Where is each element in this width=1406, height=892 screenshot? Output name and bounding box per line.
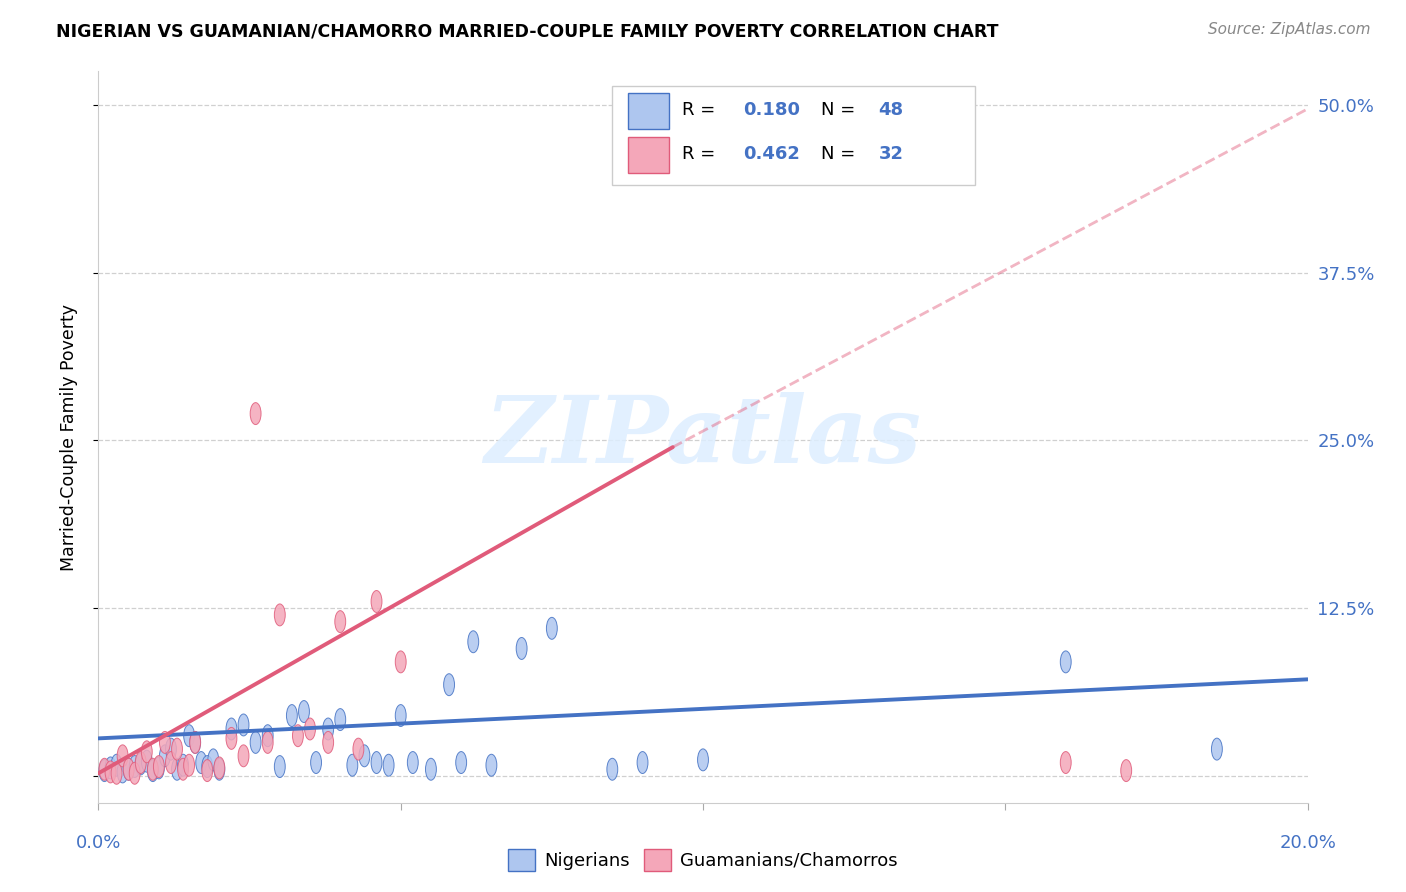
Legend: Nigerians, Guamanians/Chamorros: Nigerians, Guamanians/Chamorros <box>501 841 905 878</box>
Ellipse shape <box>371 591 382 613</box>
Ellipse shape <box>148 760 159 781</box>
Ellipse shape <box>1060 651 1071 673</box>
Ellipse shape <box>142 741 152 763</box>
Ellipse shape <box>177 758 188 780</box>
Ellipse shape <box>323 718 333 740</box>
Text: ZIPatlas: ZIPatlas <box>485 392 921 482</box>
Ellipse shape <box>486 755 496 776</box>
Ellipse shape <box>263 731 273 754</box>
Ellipse shape <box>111 755 122 776</box>
Ellipse shape <box>384 755 394 776</box>
Ellipse shape <box>335 708 346 731</box>
Ellipse shape <box>190 731 201 754</box>
Ellipse shape <box>287 705 297 727</box>
Ellipse shape <box>190 731 201 754</box>
Ellipse shape <box>129 763 141 784</box>
Ellipse shape <box>456 752 467 773</box>
Ellipse shape <box>124 758 134 780</box>
Ellipse shape <box>135 753 146 775</box>
Ellipse shape <box>408 752 418 773</box>
Ellipse shape <box>226 727 236 749</box>
Ellipse shape <box>263 724 273 747</box>
Ellipse shape <box>347 755 357 776</box>
FancyBboxPatch shape <box>628 94 669 129</box>
Ellipse shape <box>172 758 183 780</box>
Ellipse shape <box>1212 739 1222 760</box>
Text: N =: N = <box>821 101 862 120</box>
Ellipse shape <box>697 749 709 771</box>
Ellipse shape <box>516 638 527 659</box>
Text: NIGERIAN VS GUAMANIAN/CHAMORRO MARRIED-COUPLE FAMILY POVERTY CORRELATION CHART: NIGERIAN VS GUAMANIAN/CHAMORRO MARRIED-C… <box>56 22 998 40</box>
Ellipse shape <box>105 761 115 783</box>
Ellipse shape <box>172 739 183 760</box>
Ellipse shape <box>311 752 322 773</box>
Ellipse shape <box>166 752 176 773</box>
Ellipse shape <box>468 631 478 653</box>
Text: 20.0%: 20.0% <box>1279 834 1336 852</box>
Ellipse shape <box>547 617 557 640</box>
Text: 0.180: 0.180 <box>742 101 800 120</box>
Ellipse shape <box>637 752 648 773</box>
FancyBboxPatch shape <box>613 86 976 185</box>
Ellipse shape <box>159 731 170 754</box>
Ellipse shape <box>117 745 128 767</box>
Ellipse shape <box>98 760 110 781</box>
Ellipse shape <box>148 758 159 780</box>
Text: R =: R = <box>682 145 721 163</box>
Ellipse shape <box>1121 760 1132 781</box>
Ellipse shape <box>335 611 346 632</box>
Text: 0.0%: 0.0% <box>76 834 121 852</box>
Ellipse shape <box>129 756 141 778</box>
Ellipse shape <box>153 757 165 779</box>
Ellipse shape <box>153 756 165 778</box>
FancyBboxPatch shape <box>628 137 669 173</box>
Ellipse shape <box>323 731 333 754</box>
Ellipse shape <box>292 724 304 747</box>
Ellipse shape <box>135 752 146 773</box>
Ellipse shape <box>184 755 194 776</box>
Text: Source: ZipAtlas.com: Source: ZipAtlas.com <box>1208 22 1371 37</box>
Ellipse shape <box>305 718 315 740</box>
Text: R =: R = <box>682 101 721 120</box>
Ellipse shape <box>353 739 364 760</box>
Ellipse shape <box>195 752 207 773</box>
Ellipse shape <box>202 760 212 781</box>
Ellipse shape <box>395 651 406 673</box>
Ellipse shape <box>117 761 128 783</box>
Ellipse shape <box>395 705 406 727</box>
Ellipse shape <box>359 745 370 767</box>
Text: 32: 32 <box>879 145 903 163</box>
Ellipse shape <box>111 763 122 784</box>
Ellipse shape <box>98 758 110 780</box>
Ellipse shape <box>177 755 188 776</box>
Ellipse shape <box>426 758 436 780</box>
Ellipse shape <box>166 739 176 760</box>
Text: 48: 48 <box>879 101 904 120</box>
Ellipse shape <box>444 673 454 696</box>
Ellipse shape <box>202 756 212 778</box>
Ellipse shape <box>274 756 285 778</box>
Ellipse shape <box>371 752 382 773</box>
Ellipse shape <box>238 714 249 736</box>
Ellipse shape <box>250 402 262 425</box>
Ellipse shape <box>607 758 617 780</box>
Ellipse shape <box>159 745 170 767</box>
Text: N =: N = <box>821 145 862 163</box>
Ellipse shape <box>208 749 219 771</box>
Ellipse shape <box>184 724 194 747</box>
Ellipse shape <box>214 758 225 780</box>
Ellipse shape <box>250 731 262 754</box>
Ellipse shape <box>226 718 236 740</box>
Text: 0.462: 0.462 <box>742 145 800 163</box>
Y-axis label: Married-Couple Family Poverty: Married-Couple Family Poverty <box>59 303 77 571</box>
Ellipse shape <box>298 700 309 723</box>
Ellipse shape <box>1060 752 1071 773</box>
Ellipse shape <box>124 758 134 780</box>
Ellipse shape <box>214 757 225 779</box>
Ellipse shape <box>142 750 152 772</box>
Ellipse shape <box>274 604 285 626</box>
Ellipse shape <box>238 745 249 767</box>
Ellipse shape <box>105 757 115 779</box>
